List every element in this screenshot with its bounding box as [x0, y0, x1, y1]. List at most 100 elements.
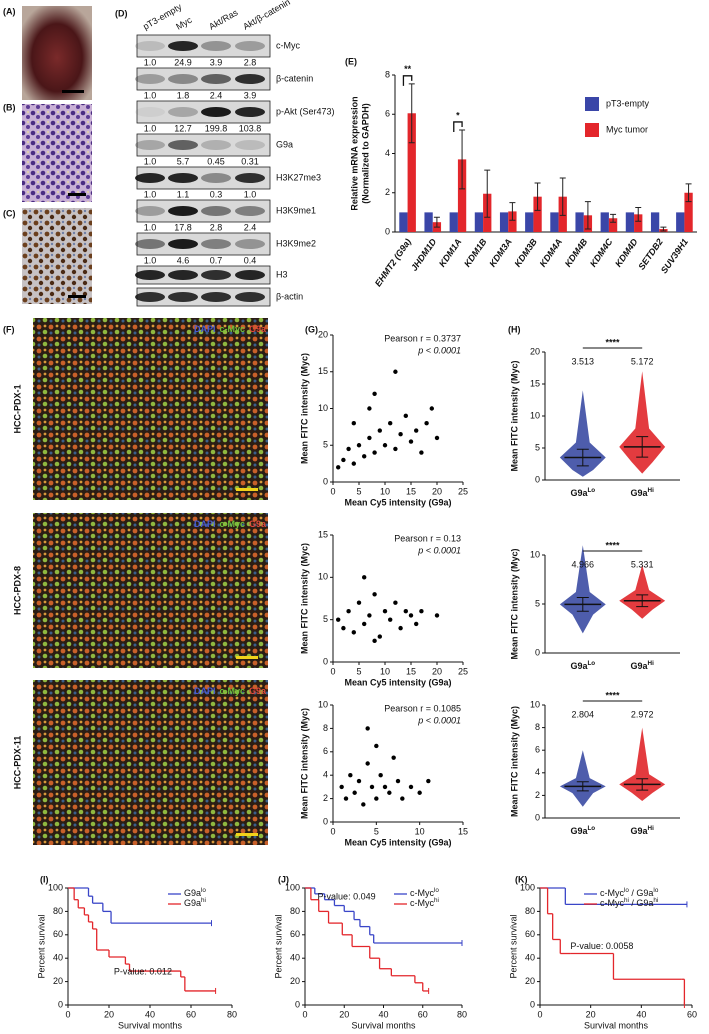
sample-label: HCC-PDX-8 [12, 566, 22, 615]
scale-bar [68, 295, 86, 298]
x-axis-label: Mean Cy5 intensity (G9a) [344, 497, 451, 507]
stain-labels: DAPI c-Myc G9a [194, 324, 267, 334]
x-tick-label: 40 [145, 1009, 155, 1019]
y-tick-label: 2 [535, 790, 540, 800]
point [393, 369, 398, 374]
blot-quant: 1.0 [144, 222, 157, 232]
blot-row-label: β-catenin [276, 73, 313, 83]
y-tick-label: 40 [53, 953, 63, 963]
point [356, 600, 362, 605]
blot-band [135, 292, 165, 302]
y-tick-label: 20 [290, 976, 300, 986]
point [378, 773, 383, 778]
legend-label-part: hi [201, 897, 206, 904]
legend-label-part: hi [624, 897, 629, 904]
panel-label: (J) [278, 874, 289, 884]
y-tick-label: 40 [290, 953, 300, 963]
y-axis-label: Mean FITC intensity (Myc) [509, 548, 519, 659]
mean-label: 2.804 [572, 709, 595, 719]
y-tick-label: 40 [525, 953, 535, 963]
x-tick-label-part: Lo [587, 487, 595, 494]
x-tick-label-part: G9a [631, 488, 649, 498]
stain-label: DAPI [194, 519, 216, 529]
x-tick-label: 20 [339, 1009, 349, 1019]
error-bar [433, 216, 440, 228]
bar [608, 218, 618, 232]
error-bar [408, 83, 415, 144]
y-tick-label: 0 [535, 647, 540, 657]
x-tick-label: 25 [458, 666, 468, 676]
x-tick-label: 60 [418, 1009, 428, 1019]
x-tick-label: G9aLo [570, 660, 595, 671]
liver-photo [22, 6, 92, 100]
dot-cloud [619, 727, 666, 802]
point [393, 600, 398, 605]
blot-quant: 4.6 [177, 255, 190, 265]
p-value: P-value: 0.0058 [570, 941, 633, 951]
y-axis-label: Mean FITC intensity (Myc) [299, 543, 309, 654]
error-bar [559, 177, 566, 216]
point [391, 755, 396, 760]
y-axis-label: Mean FITC intensity (Myc) [509, 706, 519, 817]
panel-label: (G) [305, 324, 318, 334]
point [365, 726, 370, 731]
point [408, 613, 414, 618]
blot-quant: 3.9 [210, 57, 223, 67]
scale-bar [236, 656, 258, 659]
y-tick-label: 5 [323, 614, 328, 624]
point [374, 743, 379, 749]
legend-label-part: / G9a [629, 898, 654, 908]
y-tick-label: 6 [385, 109, 390, 119]
bar [676, 212, 685, 232]
blot-row-label: c-Myc [276, 40, 300, 50]
point [369, 784, 375, 790]
sample-label: HCC-PDX-1 [12, 384, 22, 433]
x-tick-label: 40 [378, 1009, 388, 1019]
point [362, 621, 367, 627]
blot-band [135, 239, 165, 249]
point [419, 609, 424, 614]
stain-label: DAPI [194, 686, 216, 696]
blot-row-label: G9a [276, 139, 293, 149]
point [395, 778, 401, 784]
panel-label: (H) [508, 324, 521, 334]
legend-label-part: c-Myc [600, 888, 624, 898]
x-tick-label-part: G9a [570, 826, 588, 836]
x-tick-label: 0 [330, 486, 335, 496]
sample-label: HCC-PDX-11 [12, 736, 22, 790]
x-tick-label-part: Hi [648, 660, 655, 667]
stain-label: G9a [249, 519, 267, 529]
x-tick-label: G9aHi [631, 825, 655, 836]
y-tick-label: 8 [323, 723, 328, 733]
y-tick-label: 0 [323, 656, 328, 666]
x-tick-label: 0 [302, 1009, 307, 1019]
blot-quant: 24.9 [174, 57, 192, 67]
bar [550, 212, 559, 232]
y-tick-label: 5 [535, 598, 540, 608]
legend-label-part: G9a [184, 888, 201, 898]
x-tick-label: 15 [406, 666, 416, 676]
point [382, 784, 388, 790]
bar [634, 214, 643, 232]
blot-band [235, 206, 265, 216]
y-tick-label: 0 [58, 999, 63, 1009]
legend-label-part: c-Myc [410, 898, 434, 908]
blot-quant: 1.1 [177, 189, 190, 199]
panel-label: (K) [515, 874, 528, 884]
x-tick-label: 20 [432, 486, 442, 496]
x-tick-label: KDM3A [487, 237, 514, 269]
dot-cloud [619, 564, 666, 619]
x-tick-label: 15 [458, 826, 468, 836]
bar [399, 212, 408, 232]
blot-band [201, 206, 231, 216]
bar [575, 212, 584, 232]
point [356, 778, 362, 784]
y-tick-label: 0 [535, 474, 540, 484]
scale-bar [236, 833, 258, 836]
legend-swatch [585, 97, 599, 111]
error-bar [685, 183, 692, 203]
y-tick-label: 10 [318, 572, 328, 582]
bar [650, 212, 660, 232]
blot-band [168, 41, 198, 51]
x-tick-label: 10 [380, 666, 390, 676]
